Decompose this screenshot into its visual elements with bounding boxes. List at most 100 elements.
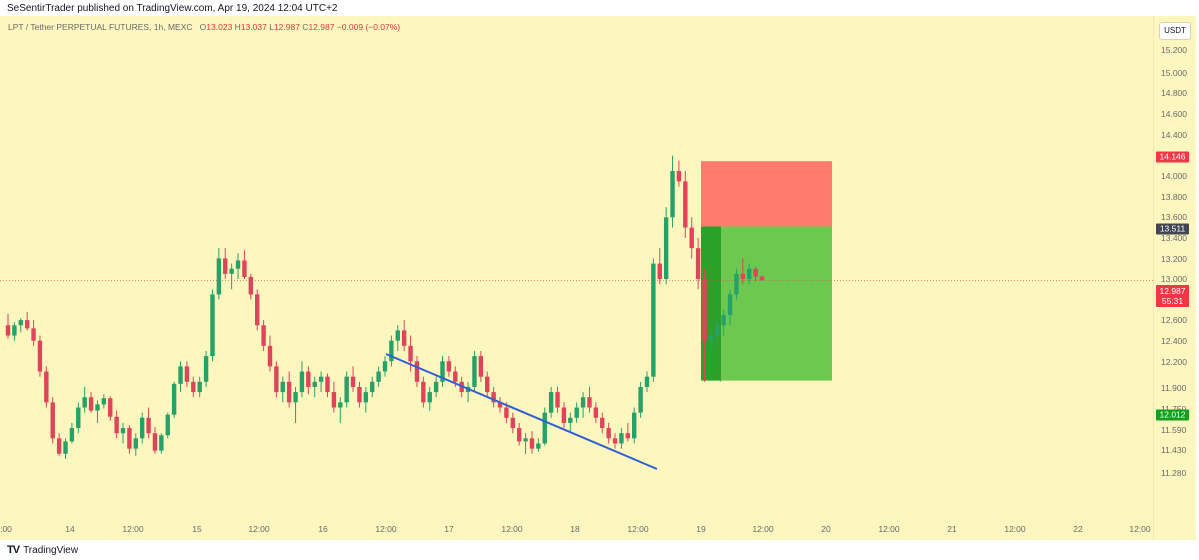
candle-body (657, 263, 662, 279)
legend-o-label: O (199, 22, 207, 32)
candle-body (338, 402, 343, 408)
candle-body (76, 407, 81, 429)
trendline (385, 353, 658, 470)
candle-body (753, 268, 758, 277)
candle-body (139, 417, 145, 439)
candle-body (542, 412, 547, 444)
candle-body (223, 258, 228, 274)
time-tick-label: 18 (570, 524, 580, 534)
candle-body (619, 433, 624, 444)
candle-body (344, 376, 349, 403)
price-tick-label: 11.590 (1161, 425, 1187, 435)
last-price-tag: 12.987 55:31 (1156, 285, 1189, 307)
candle-body (331, 392, 337, 408)
candle-body (721, 314, 726, 326)
price-tick-label: 11.750 (1161, 404, 1186, 414)
candle-body (440, 361, 445, 382)
price-tick-label: 13.600 (1161, 212, 1187, 222)
time-tick-label: 12:00 (878, 524, 900, 534)
candle-body (120, 428, 126, 434)
entry-price-tag: 13.511 (1156, 223, 1189, 235)
candlestick-chart[interactable] (0, 16, 1153, 540)
currency-button[interactable]: USDT (1159, 22, 1191, 40)
candle-body (382, 361, 388, 372)
candle-body (472, 356, 477, 387)
publish-bar: SeSentirTrader published on TradingView.… (0, 0, 1199, 16)
candle-body (625, 433, 631, 439)
candle-body (689, 227, 694, 249)
candle-body (31, 328, 36, 341)
candle-body (376, 371, 381, 382)
time-tick-label: 12:00 (1129, 524, 1151, 534)
candle-body (312, 381, 317, 387)
candle-body (95, 404, 100, 411)
candle-body (18, 320, 23, 326)
candle-body (414, 361, 420, 382)
candle-body (670, 171, 675, 218)
take-profit-zone (701, 226, 832, 381)
candle-body (708, 335, 714, 341)
tradingview-logo-icon: TV (7, 544, 20, 556)
symbol-name: LPT / Tether PERPETUAL FUTURES, 1h, MEXC (8, 22, 193, 32)
candle-body (593, 407, 599, 418)
legend-close: 12.987 (308, 22, 335, 32)
candle-body (133, 438, 138, 449)
candle-body (171, 383, 177, 415)
time-tick-label: 12:00 (501, 524, 523, 534)
price-tick-label: 12.200 (1161, 357, 1187, 367)
candle-body (740, 273, 746, 279)
candle-body (734, 273, 739, 295)
candle-body (516, 428, 522, 442)
legend-c-label: C (302, 22, 309, 32)
candle-body (638, 386, 643, 413)
candle-body (63, 441, 68, 454)
price-tick-label: 11.900 (1161, 383, 1187, 393)
time-tick-label: 19 (696, 524, 706, 534)
price-tick-label: 15.200 (1161, 45, 1187, 55)
candle-body (318, 376, 324, 382)
legend-low: 12.987 (273, 22, 300, 32)
candle-body (197, 381, 202, 393)
candle-body (274, 366, 279, 393)
time-tick-label: 12:00 (752, 524, 774, 534)
candle-body (216, 258, 222, 295)
candle-body (261, 325, 266, 346)
candle-body (178, 366, 183, 384)
candle-body (587, 397, 592, 408)
candle-body (580, 397, 586, 408)
candle-body (159, 435, 164, 451)
candle-body (491, 392, 496, 403)
time-tick-label: 17 (444, 524, 454, 534)
candle-body (280, 381, 285, 393)
candle-body (82, 397, 87, 408)
candle-body (286, 381, 292, 403)
candle-body (548, 392, 554, 413)
candle-body (248, 276, 254, 295)
price-tick-label: 13.800 (1161, 192, 1187, 202)
candle-body (152, 433, 158, 451)
candle-body (606, 428, 611, 439)
candle-body (555, 392, 560, 408)
candle-body (69, 428, 75, 442)
candle-body (165, 414, 170, 436)
candle-body (357, 386, 362, 403)
time-tick-label: 22 (1073, 524, 1083, 534)
filled-profit-zone (701, 226, 721, 381)
candle-body (293, 392, 298, 403)
candle-body (523, 438, 528, 442)
price-axis[interactable] (1153, 16, 1196, 540)
time-tick-label: 15 (192, 524, 202, 534)
chart-plot-area[interactable] (0, 16, 1153, 540)
candle-body (663, 217, 669, 279)
publish-info: SeSentirTrader published on TradingView.… (7, 3, 338, 14)
candle-body (108, 398, 113, 417)
candle-body (101, 398, 107, 405)
legend-open: 13.023 (206, 22, 233, 32)
price-tick-label: 12.600 (1161, 315, 1187, 325)
last-price-value: 12.987 (1159, 286, 1186, 296)
candle-body (600, 417, 605, 429)
candle-body (433, 381, 439, 393)
chart-frame[interactable]: LPT / Tether PERPETUAL FUTURES, 1h, MEXC… (0, 16, 1196, 540)
price-tick-label: 13.200 (1161, 254, 1187, 264)
candle-body (299, 371, 305, 393)
